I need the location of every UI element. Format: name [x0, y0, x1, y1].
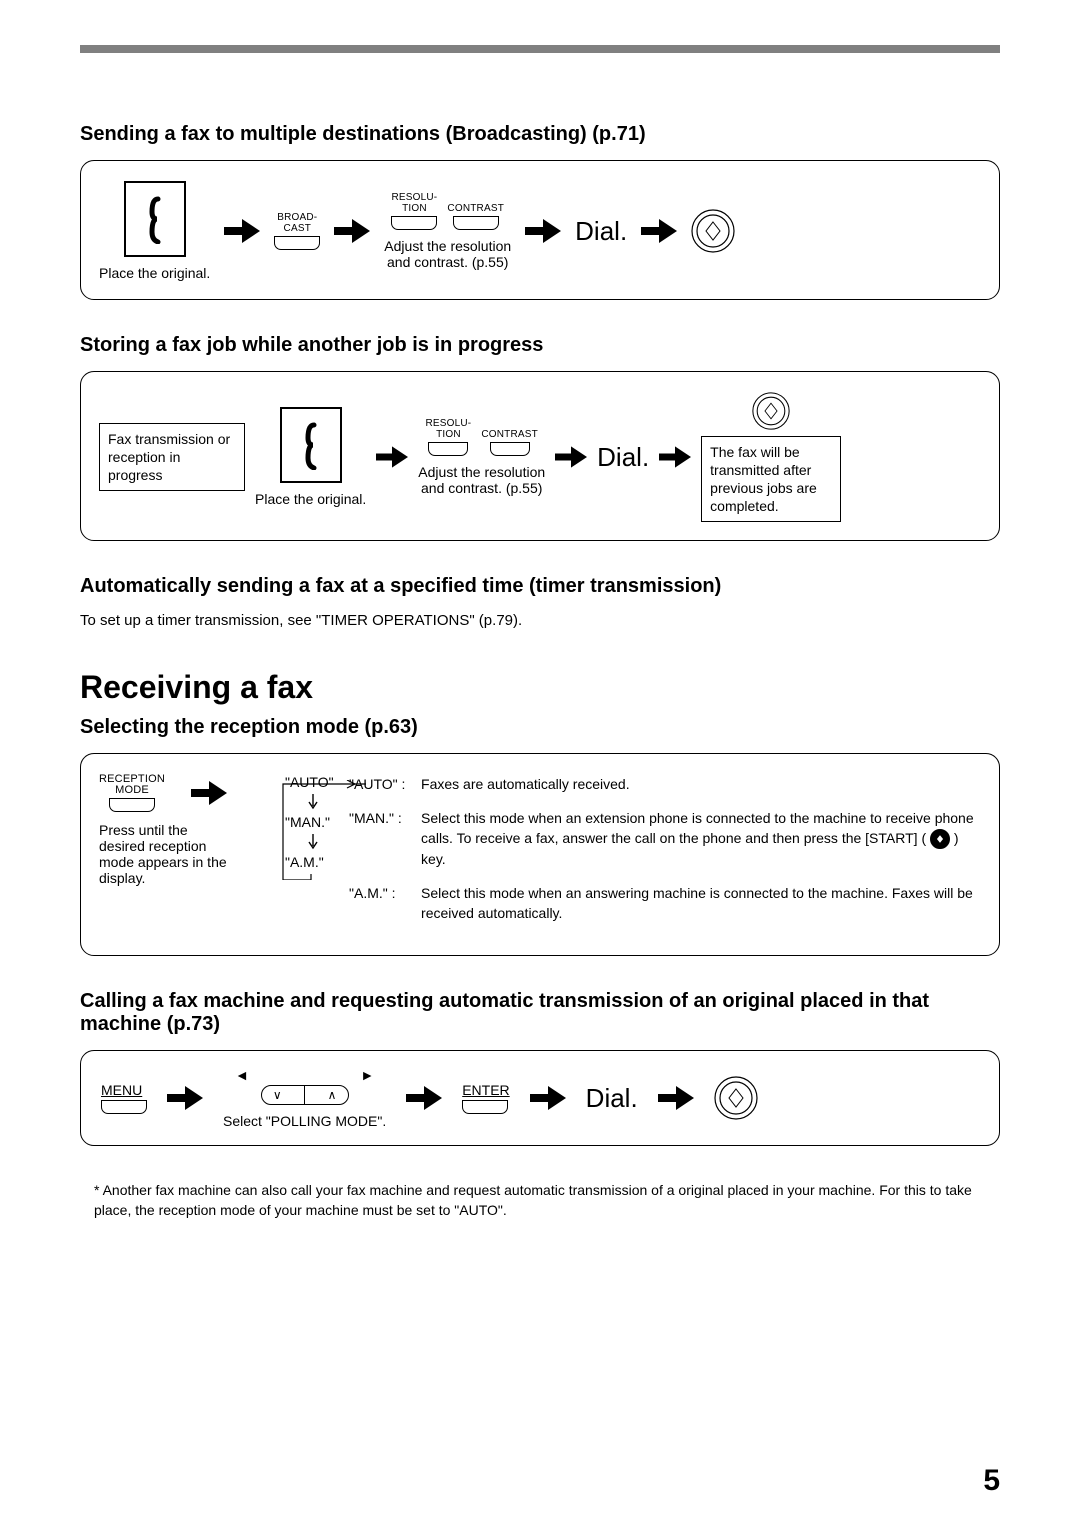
section3-body: To set up a timer transmission, see "TIM… [80, 612, 1000, 629]
def-man-text-before: Select this mode when an extension phone… [421, 810, 974, 846]
arrow-icon [191, 781, 227, 805]
arrow-icon [406, 1086, 442, 1110]
result-step: The fax will be transmitted after previo… [701, 392, 841, 522]
enter-key[interactable] [462, 1100, 508, 1114]
start-button-inline-icon [930, 829, 950, 849]
def-auto-text: Faxes are automatically received. [421, 774, 630, 794]
place-original-step: Place the original. [255, 407, 366, 507]
reception-mode-key-area: RECEPTION MODE Press until the desired r… [99, 774, 227, 937]
status-box: Fax transmission or reception in progres… [99, 423, 245, 491]
document-icon [280, 407, 342, 483]
header-bar [80, 45, 1000, 53]
section4-panel: RECEPTION MODE Press until the desired r… [80, 753, 1000, 956]
arrow-icon [334, 219, 370, 243]
section4-heading: Selecting the reception mode (p.63) [80, 716, 1000, 739]
resolution-label: RESOLU- TION [425, 418, 471, 440]
arrow-icon [658, 1086, 694, 1110]
result-box: The fax will be transmitted after previo… [701, 436, 841, 522]
resolution-key[interactable] [391, 216, 437, 230]
section5-flow: MENU ◄ ► ∨∧ Select "POLLING MODE". ENTER… [101, 1067, 979, 1129]
reception-mode-label: RECEPTION MODE [99, 774, 165, 796]
nav-left-glyph: ◄ [235, 1067, 249, 1083]
res-contrast-step: RESOLU- TION CONTRAST Adjust the resolut… [384, 192, 511, 270]
section5-heading: Calling a fax machine and requesting aut… [80, 990, 1000, 1036]
menu-key[interactable] [101, 1100, 147, 1114]
mode-loop-diagram: "AUTO" "MAN." "A.M." [251, 774, 325, 894]
section5-panel: MENU ◄ ► ∨∧ Select "POLLING MODE". ENTER… [80, 1050, 1000, 1146]
mode-definitions: "AUTO" : Faxes are automatically receive… [349, 774, 981, 937]
arrow-icon [555, 446, 587, 468]
arrow-icon [659, 446, 691, 468]
section2-flow: Fax transmission or reception in progres… [99, 392, 981, 522]
resolution-key[interactable] [428, 442, 468, 456]
nav-right-glyph: ► [360, 1067, 374, 1083]
broadcast-key-step: BROAD- CAST [274, 212, 320, 250]
place-original-caption: Place the original. [255, 491, 366, 507]
nav-key[interactable]: ∨∧ [261, 1085, 349, 1105]
arrow-icon [525, 219, 561, 243]
start-button-icon[interactable] [714, 1076, 758, 1120]
contrast-key[interactable] [490, 442, 530, 456]
enter-label: ENTER [462, 1082, 509, 1098]
press-caption: Press until the desired reception mode a… [99, 822, 227, 886]
arrow-icon [641, 219, 677, 243]
arrow-icon [167, 1086, 203, 1110]
arrow-icon [376, 446, 408, 468]
reception-mode-key[interactable] [109, 798, 155, 812]
dial-label: Dial. [597, 442, 649, 473]
receiving-heading: Receiving a fax [80, 669, 1000, 706]
dial-label: Dial. [575, 216, 627, 247]
adjust-caption: Adjust the resolution and contrast. (p.5… [384, 238, 511, 270]
nav-key-step: ◄ ► ∨∧ Select "POLLING MODE". [223, 1067, 386, 1129]
start-button-icon[interactable] [691, 209, 735, 253]
section2-panel: Fax transmission or reception in progres… [80, 371, 1000, 541]
loop-connector-icon [271, 780, 371, 880]
res-contrast-step: RESOLU- TION CONTRAST Adjust the resolut… [418, 418, 545, 496]
document-icon [124, 181, 186, 257]
broadcast-label: BROAD- CAST [277, 212, 317, 234]
section3-heading: Automatically sending a fax at a specifi… [80, 575, 1000, 598]
select-polling-caption: Select "POLLING MODE". [223, 1113, 386, 1129]
section1-heading: Sending a fax to multiple destinations (… [80, 123, 1000, 146]
def-man-text: Select this mode when an extension phone… [421, 808, 981, 869]
broadcast-key[interactable] [274, 236, 320, 250]
menu-key-step: MENU [101, 1082, 147, 1114]
def-am-label: "A.M." : [349, 883, 421, 923]
adjust-caption: Adjust the resolution and contrast. (p.5… [418, 464, 545, 496]
section2-heading: Storing a fax job while another job is i… [80, 334, 1000, 357]
section1-flow: Place the original. BROAD- CAST RESOLU- … [99, 181, 981, 281]
place-original-step: Place the original. [99, 181, 210, 281]
contrast-key[interactable] [453, 216, 499, 230]
def-man-row: "MAN." : Select this mode when an extens… [349, 808, 981, 869]
footnote: * Another fax machine can also call your… [80, 1180, 1000, 1220]
def-am-row: "A.M." : Select this mode when an answer… [349, 883, 981, 923]
def-am-text: Select this mode when an answering machi… [421, 883, 981, 923]
section1-panel: Place the original. BROAD- CAST RESOLU- … [80, 160, 1000, 300]
menu-label: MENU [101, 1082, 142, 1098]
contrast-label: CONTRAST [447, 203, 504, 214]
enter-key-step: ENTER [462, 1082, 509, 1114]
dial-label: Dial. [586, 1083, 638, 1114]
page-number: 5 [983, 1464, 1000, 1498]
def-auto-row: "AUTO" : Faxes are automatically receive… [349, 774, 981, 794]
arrow-icon [224, 219, 260, 243]
arrow-icon [530, 1086, 566, 1110]
resolution-label: RESOLU- TION [391, 192, 437, 214]
start-button-icon[interactable] [752, 392, 790, 430]
contrast-label: CONTRAST [481, 429, 538, 440]
place-original-caption: Place the original. [99, 265, 210, 281]
